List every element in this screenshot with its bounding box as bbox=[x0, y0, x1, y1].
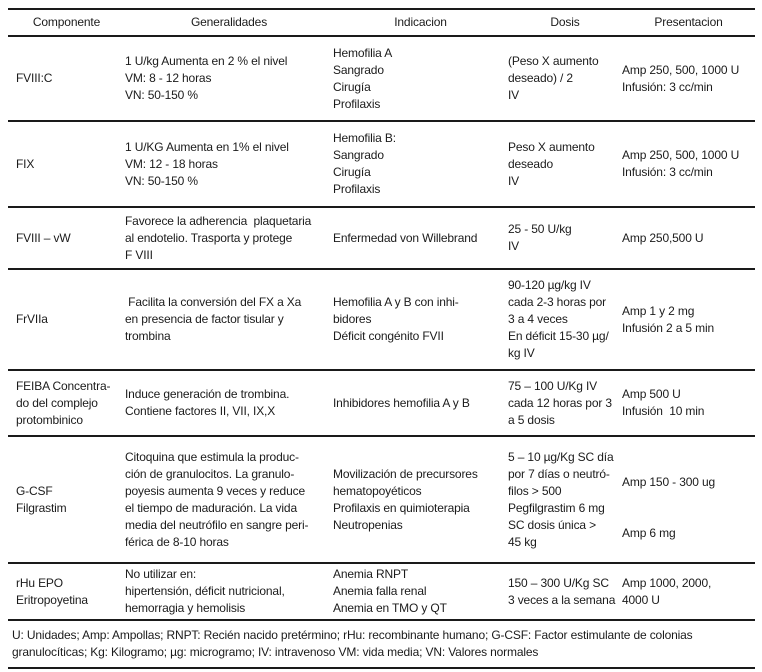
dosis-text: 75 – 100 U/Kg IV cada 12 horas por 3 a 5… bbox=[508, 378, 612, 427]
cell-presentacion: Amp 1000, 2000, 4000 U bbox=[622, 564, 755, 619]
cell-indicacion: Hemofilia A y B con inhi- bidores Défici… bbox=[333, 270, 508, 369]
indicacion-text: Hemofilia A Sangrado Cirugía Profilaxis bbox=[333, 45, 393, 111]
cell-generalidades: Citoquina que estimula la produc- ción d… bbox=[125, 437, 333, 562]
cell-generalidades: No utilizar en: hipertensión, déficit nu… bbox=[125, 564, 333, 619]
abbreviations-footnote: U: Unidades; Amp: Ampollas; RNPT: Recién… bbox=[8, 619, 755, 669]
cell-componente: FEIBA Concentra- do del complejo protomb… bbox=[8, 371, 125, 435]
cell-generalidades: Induce generación de trombina. Contiene … bbox=[125, 371, 333, 435]
cell-dosis: (Peso X aumento deseado) / 2 IV bbox=[508, 37, 622, 120]
cell-componente: FVIII:C bbox=[8, 37, 125, 120]
cell-presentacion: Amp 250, 500, 1000 U Infusión: 3 cc/min bbox=[622, 37, 755, 120]
cell-dosis: 75 – 100 U/Kg IV cada 12 horas por 3 a 5… bbox=[508, 371, 622, 435]
componente-text: FVIII:C bbox=[16, 71, 53, 85]
cell-indicacion: Anemia RNPT Anemia falla renal Anemia en… bbox=[333, 564, 508, 619]
table-row-fviii-vw: FVIII – vW Favorece la adherencia plaque… bbox=[8, 206, 755, 268]
presentacion-text: Amp 500 U Infusión 10 min bbox=[622, 387, 705, 418]
table-header-row: Componente Generalidades Indicacion Dosi… bbox=[8, 10, 755, 35]
table-row-gcsf: G-CSF Filgrastim Citoquina que estimula … bbox=[8, 435, 755, 562]
componente-text: FVIII – vW bbox=[16, 230, 71, 245]
indicacion-text: Enfermedad von Willebrand bbox=[333, 230, 478, 245]
generalidades-text: No utilizar en: hipertensión, déficit nu… bbox=[125, 567, 285, 615]
cell-indicacion: Movilización de precursores hematopoyéti… bbox=[333, 437, 508, 562]
cell-indicacion: Inhibidores hemofilia A y B bbox=[333, 371, 508, 435]
cell-indicacion: Hemofilia A Sangrado Cirugía Profilaxis bbox=[333, 37, 508, 120]
dosis-text: (Peso X aumento deseado) / 2 IV bbox=[508, 54, 599, 102]
table-row-fix: FIX 1 U/KG Aumenta en 1% el nivel VM: 12… bbox=[8, 120, 755, 206]
generalidades-text: Favorece la adherencia plaquetaria al en… bbox=[125, 213, 312, 262]
presentacion-text: Amp 1 y 2 mg Infusión 2 a 5 min bbox=[622, 303, 715, 335]
dosis-text: 5 – 10 µg/Kg SC día por 7 días o neutró-… bbox=[508, 449, 614, 549]
cell-indicacion: Enfermedad von Willebrand bbox=[333, 208, 508, 268]
generalidades-text: 1 U/KG Aumenta en 1% el nivel VM: 12 - 1… bbox=[125, 139, 289, 188]
cell-componente: FrVIIa bbox=[8, 270, 125, 369]
presentacion-text: Amp 250,500 U bbox=[622, 230, 704, 245]
col-header-generalidades: Generalidades bbox=[190, 15, 268, 29]
indicacion-text: Inhibidores hemofilia A y B bbox=[333, 395, 470, 410]
dosis-text: 150 – 300 U/Kg SC 3 veces a la semana bbox=[508, 575, 616, 607]
generalidades-text: Facilita la conversión del FX a Xa en pr… bbox=[125, 295, 302, 343]
indicacion-text: Hemofilia A y B con inhi- bidores Défici… bbox=[333, 295, 459, 343]
cell-generalidades: Facilita la conversión del FX a Xa en pr… bbox=[125, 270, 333, 369]
indicacion-text: Movilización de precursores hematopoyéti… bbox=[333, 466, 478, 532]
componente-text: FEIBA Concentra- do del complejo protomb… bbox=[16, 378, 111, 427]
generalidades-text: Citoquina que estimula la produc- ción d… bbox=[125, 449, 309, 549]
col-header-componente: Componente bbox=[32, 15, 101, 29]
presentacion-text: Amp 250, 500, 1000 U Infusión: 3 cc/min bbox=[622, 148, 740, 179]
generalidades-text: Induce generación de trombina. Contiene … bbox=[125, 387, 290, 418]
cell-presentacion: Amp 150 - 300 ug Amp 6 mg bbox=[622, 437, 755, 562]
cell-generalidades: Favorece la adherencia plaquetaria al en… bbox=[125, 208, 333, 268]
componente-text: rHu EPO Eritropoyetina bbox=[16, 575, 88, 607]
drug-table: Componente Generalidades Indicacion Dosi… bbox=[8, 8, 755, 669]
table-row-frviia: FrVIIa Facilita la conversión del FX a X… bbox=[8, 268, 755, 369]
cell-componente: rHu EPO Eritropoyetina bbox=[8, 564, 125, 619]
cell-presentacion: Amp 250, 500, 1000 U Infusión: 3 cc/min bbox=[622, 122, 755, 206]
cell-componente: FIX bbox=[8, 122, 125, 206]
cell-dosis: Peso X aumento deseado IV bbox=[508, 122, 622, 206]
table-row-feiba: FEIBA Concentra- do del complejo protomb… bbox=[8, 369, 755, 435]
dosis-text: 25 - 50 U/kg IV bbox=[508, 222, 572, 253]
componente-text: FIX bbox=[16, 156, 35, 171]
dosis-text: 90-120 µg/kg IV cada 2-3 horas por 3 a 4… bbox=[508, 278, 609, 360]
footnote-text: U: Unidades; Amp: Ampollas; RNPT: Recién… bbox=[12, 628, 693, 659]
col-header-presentacion: Presentacion bbox=[654, 15, 723, 29]
cell-indicacion: Hemofilia B: Sangrado Cirugía Profilaxis bbox=[333, 122, 508, 206]
col-header-dosis: Dosis bbox=[550, 15, 580, 29]
cell-presentacion: Amp 250,500 U bbox=[622, 208, 755, 268]
cell-generalidades: 1 U/kg Aumenta en 2 % el nivel VM: 8 - 1… bbox=[125, 37, 333, 120]
cell-componente: G-CSF Filgrastim bbox=[8, 437, 125, 562]
col-header-indicacion: Indicacion bbox=[394, 15, 447, 29]
generalidades-text: 1 U/kg Aumenta en 2 % el nivel VM: 8 - 1… bbox=[125, 54, 288, 102]
table-row-rhu-epo: rHu EPO Eritropoyetina No utilizar en: h… bbox=[8, 562, 755, 619]
cell-dosis: 150 – 300 U/Kg SC 3 veces a la semana bbox=[508, 564, 622, 619]
cell-dosis: 90-120 µg/kg IV cada 2-3 horas por 3 a 4… bbox=[508, 270, 622, 369]
presentacion-text: Amp 250, 500, 1000 U Infusión: 3 cc/min bbox=[622, 62, 740, 94]
dosis-text: Peso X aumento deseado IV bbox=[508, 139, 595, 188]
cell-dosis: 5 – 10 µg/Kg SC día por 7 días o neutró-… bbox=[508, 437, 622, 562]
table-row-fviii-c: FVIII:C 1 U/kg Aumenta en 2 % el nivel V… bbox=[8, 35, 755, 120]
presentacion-text: Amp 1000, 2000, 4000 U bbox=[622, 575, 712, 607]
componente-text: FrVIIa bbox=[16, 312, 48, 326]
cell-generalidades: 1 U/KG Aumenta en 1% el nivel VM: 12 - 1… bbox=[125, 122, 333, 206]
componente-text: G-CSF Filgrastim bbox=[16, 483, 67, 515]
cell-presentacion: Amp 1 y 2 mg Infusión 2 a 5 min bbox=[622, 270, 755, 369]
cell-presentacion: Amp 500 U Infusión 10 min bbox=[622, 371, 755, 435]
indicacion-text: Hemofilia B: Sangrado Cirugía Profilaxis bbox=[333, 131, 396, 196]
presentacion-text: Amp 150 - 300 ug Amp 6 mg bbox=[622, 475, 715, 540]
cell-dosis: 25 - 50 U/kg IV bbox=[508, 208, 622, 268]
cell-componente: FVIII – vW bbox=[8, 208, 125, 268]
indicacion-text: Anemia RNPT Anemia falla renal Anemia en… bbox=[333, 567, 447, 615]
